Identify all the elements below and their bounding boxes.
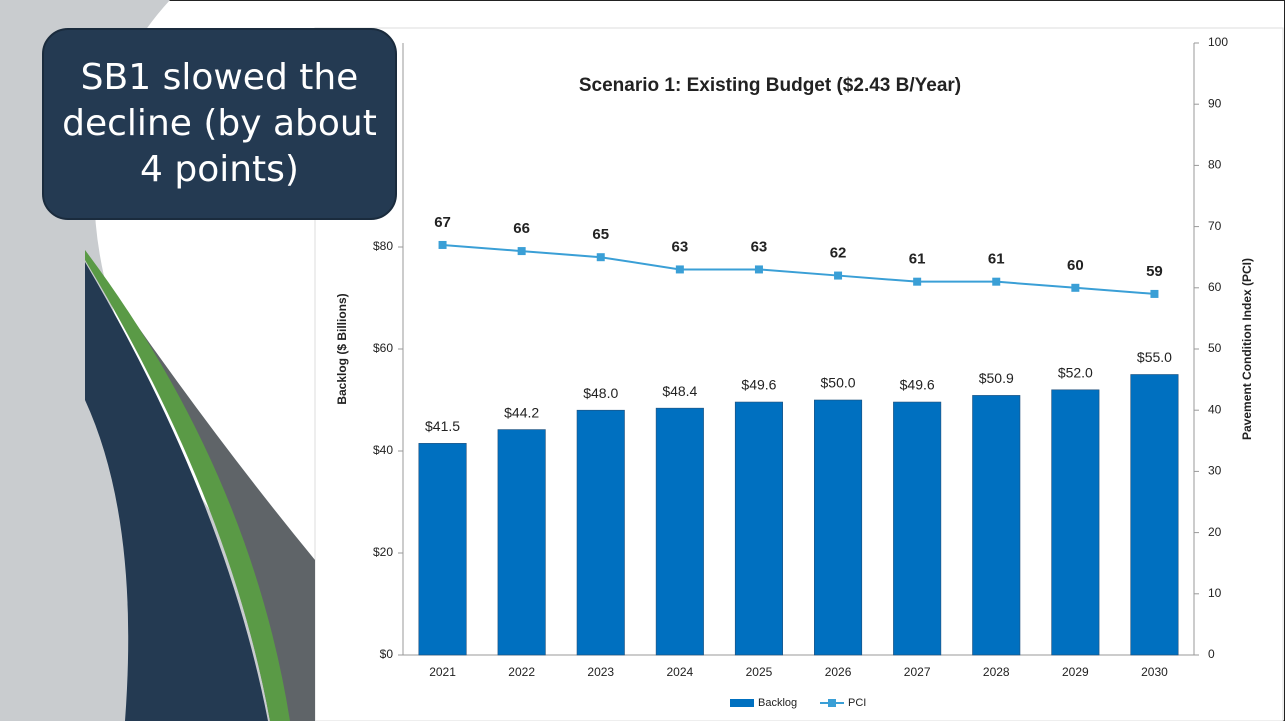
legend-label: Backlog [758,697,797,709]
y2-tick-label: 90 [1208,96,1222,110]
line-marker [992,277,1001,286]
line-value-label: 65 [592,226,609,243]
x-tick-label: 2026 [825,665,852,679]
legend-label: PCI [848,697,866,709]
bar-value-label: $48.0 [583,385,618,401]
y2-tick-label: 0 [1208,647,1215,661]
line-value-label: 61 [909,251,926,268]
bar-value-label: $50.0 [821,375,856,391]
bar-value-label: $44.2 [504,404,539,420]
line-marker [913,277,922,286]
line-marker [1150,289,1159,298]
line-marker [834,271,843,280]
y-tick-label: $0 [380,647,394,661]
bar [734,401,783,656]
x-tick-label: 2027 [904,665,931,679]
line-marker [675,265,684,274]
bar [576,409,625,656]
bar-value-label: $41.5 [425,418,460,434]
x-tick-label: 2021 [429,665,456,679]
line-value-label: 63 [672,238,689,255]
decor-navy [85,262,268,721]
y-tick-label: $60 [373,341,393,355]
x-tick-label: 2029 [1062,665,1089,679]
line-value-label: 67 [434,214,451,231]
y2-axis-label: Pavement Condition Index (PCI) [1240,258,1254,440]
bar-value-label: $48.4 [662,383,697,399]
y2-tick-label: 40 [1208,402,1222,416]
y2-tick-label: 30 [1208,464,1222,478]
x-tick-label: 2030 [1141,665,1168,679]
y2-tick-label: 60 [1208,280,1222,294]
y2-tick-label: 20 [1208,525,1222,539]
line-marker [517,247,526,256]
chart-area [314,27,1284,721]
x-tick-label: 2025 [746,665,773,679]
y2-tick-label: 70 [1208,219,1222,233]
bar [1051,389,1100,656]
legend-swatch [828,699,836,707]
decor-green [85,250,290,721]
line-marker [596,253,605,262]
bar [1130,374,1179,656]
bar [497,429,546,656]
chart-title: Scenario 1: Existing Budget ($2.43 B/Yea… [579,75,961,96]
bar [418,443,467,656]
line [442,243,1155,295]
y2-tick-label: 10 [1208,586,1222,600]
line-value-label: 62 [830,245,847,262]
bar-value-label: $55.0 [1137,349,1172,365]
line-marker [1071,283,1080,292]
line-value-label: 60 [1067,257,1084,274]
y-axis-label: Backlog ($ Billions) [335,293,349,404]
line-value-label: 59 [1146,263,1163,280]
y2-tick-label: 80 [1208,158,1222,172]
bar [893,401,942,656]
bar-value-label: $52.0 [1058,365,1093,381]
x-tick-label: 2022 [508,665,535,679]
bar-value-label: $50.9 [979,370,1014,386]
bar [655,407,704,656]
line-marker [754,265,763,274]
bar-value-label: $49.6 [741,377,776,393]
legend-swatch [730,699,754,707]
x-tick-label: 2028 [983,665,1010,679]
x-tick-label: 2024 [666,665,693,679]
line-marker [438,240,447,249]
y-tick-label: $40 [373,443,393,457]
callout: SB1 slowed the decline (by about 4 point… [42,28,397,220]
line-value-label: 61 [988,251,1005,268]
line-value-label: 63 [751,238,768,255]
bar-value-label: $49.6 [900,377,935,393]
x-tick-label: 2023 [587,665,614,679]
bar [814,399,863,656]
line-value-label: 66 [513,220,530,237]
y2-tick-label: 50 [1208,341,1222,355]
y2-tick-label: 100 [1208,35,1228,49]
y-tick-label: $80 [373,239,393,253]
bar [972,395,1021,656]
y-tick-label: $20 [373,545,393,559]
